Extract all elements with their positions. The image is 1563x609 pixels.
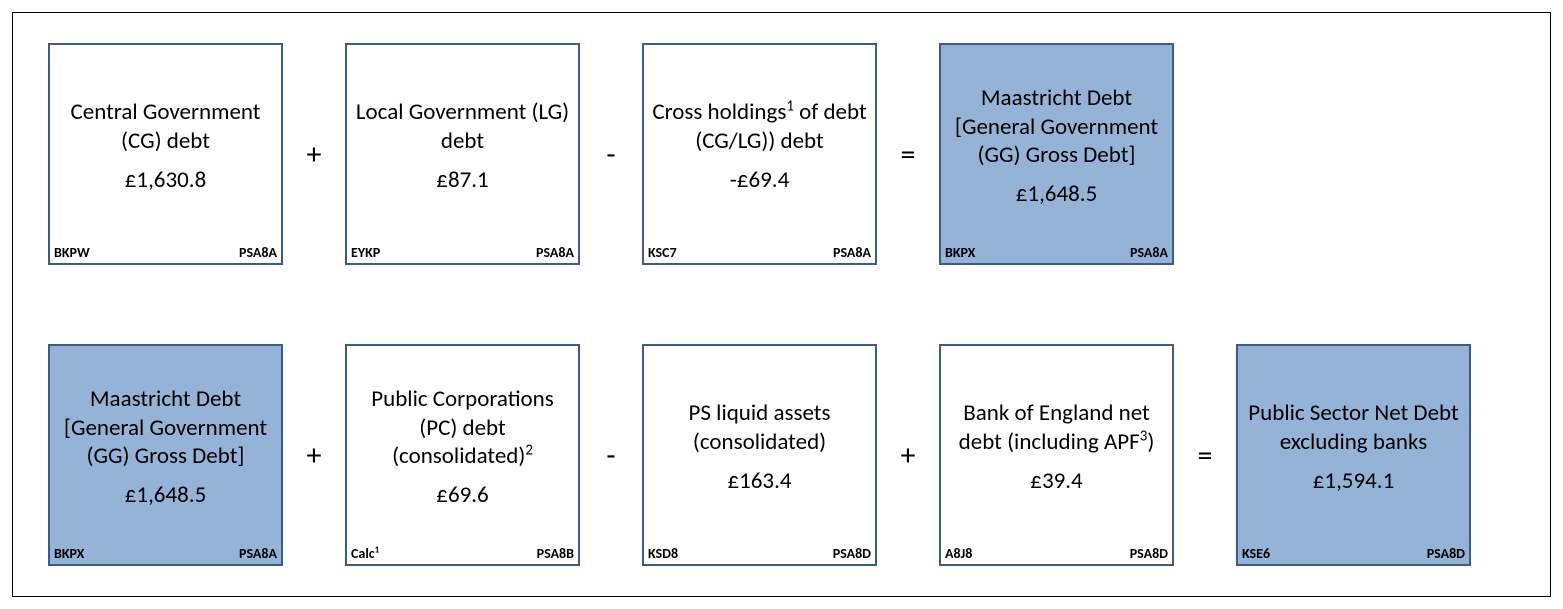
box-value: £1,648.5 [947, 180, 1166, 208]
code-right: PSA8A [239, 244, 277, 261]
operator: - [580, 437, 642, 474]
debt-box: Maastricht Debt [General Government (GG)… [48, 344, 283, 566]
operator: - [580, 136, 642, 173]
operator: = [877, 136, 939, 173]
debt-box: Public Corporations (PC) debt (consolida… [345, 344, 580, 566]
equation-row-1: Central Government (CG) debt £1,630.8 BKPW… [48, 43, 1515, 265]
box-title: PS liquid assets (consolidated) [650, 399, 869, 457]
debt-box: PS liquid assets (consolidated) £163.4 KSD… [642, 344, 877, 566]
code-left: A8J8 [945, 545, 972, 562]
box-title: Local Government (LG) debt [353, 98, 572, 156]
box-value: £39.4 [947, 467, 1166, 495]
code-right: PSA8A [536, 244, 574, 261]
equation-row-2: Maastricht Debt [General Government (GG)… [48, 344, 1515, 566]
box-title: Maastricht Debt [General Government (GG)… [56, 385, 275, 471]
code-left: BKPX [54, 545, 84, 562]
code-right: PSA8D [833, 545, 871, 562]
code-left: KSC7 [648, 244, 677, 261]
operator: + [283, 136, 345, 173]
code-right: PSA8A [239, 545, 277, 562]
code-right: PSA8A [833, 244, 871, 261]
code-left: KSE6 [1242, 545, 1270, 562]
code-left: BKPW [54, 244, 90, 261]
box-value: £87.1 [353, 166, 572, 194]
code-right: PSA8B [537, 545, 574, 562]
operator: + [283, 437, 345, 474]
box-value: £1,630.8 [56, 166, 275, 194]
debt-box: Cross holdings1 of debt (CG/LG)) debt -£6… [642, 43, 877, 265]
debt-box: Bank of England net debt (including APF3… [939, 344, 1174, 566]
code-right: PSA8A [1130, 244, 1168, 261]
code-right: PSA8D [1130, 545, 1168, 562]
operator: = [1174, 437, 1236, 474]
operator: + [877, 437, 939, 474]
diagram-frame: Central Government (CG) debt £1,630.8 BKPW… [12, 12, 1551, 597]
debt-box: Public Sector Net Debt excluding banks £1… [1236, 344, 1471, 566]
code-left: EYKP [351, 244, 380, 261]
box-title: Central Government (CG) debt [56, 98, 275, 156]
code-right: PSA8D [1427, 545, 1465, 562]
box-title: Cross holdings1 of debt (CG/LG)) debt [650, 98, 869, 156]
box-title: Public Sector Net Debt excluding banks [1244, 399, 1463, 457]
debt-box: Central Government (CG) debt £1,630.8 BKPW… [48, 43, 283, 265]
box-value: £1,594.1 [1244, 467, 1463, 495]
box-title: Bank of England net debt (including APF3… [947, 399, 1166, 457]
debt-box: Local Government (LG) debt £87.1 EYKP PSA8A [345, 43, 580, 265]
box-value: £1,648.5 [56, 481, 275, 509]
box-value: -£69.4 [650, 166, 869, 194]
code-left: KSD8 [648, 545, 678, 562]
box-title: Maastricht Debt [General Government (GG)… [947, 84, 1166, 170]
code-left: Calc1 [351, 545, 379, 562]
debt-box: Maastricht Debt [General Government (GG)… [939, 43, 1174, 265]
box-value: £69.6 [353, 481, 572, 509]
box-title: Public Corporations (PC) debt (consolida… [353, 385, 572, 471]
code-left: BKPX [945, 244, 975, 261]
box-value: £163.4 [650, 467, 869, 495]
